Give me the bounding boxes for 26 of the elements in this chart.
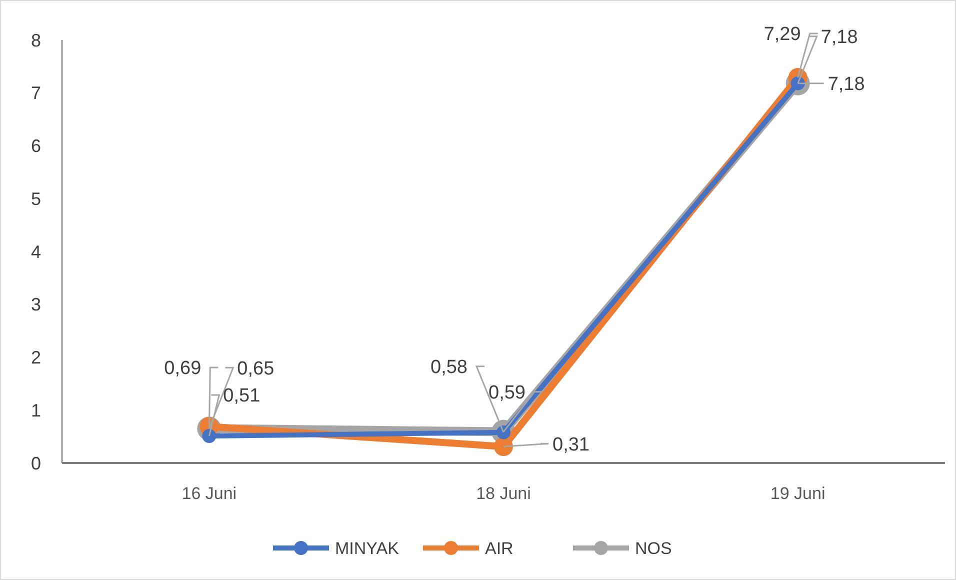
data-label: 0,58 — [430, 356, 468, 378]
legend-label: AIR — [485, 538, 514, 558]
y-tick-label: 0 — [30, 453, 42, 474]
x-tick-label: 18 Juni — [476, 484, 531, 503]
y-tick-label: 3 — [30, 294, 42, 315]
y-tick-label: 8 — [30, 30, 42, 50]
data-label: 7,29 — [764, 24, 801, 46]
y-tick-label: 1 — [30, 400, 42, 420]
data-label: 7,18 — [820, 27, 858, 48]
data-label: 0,51 — [223, 386, 260, 407]
x-tick-label: 19 Juni — [770, 484, 826, 503]
data-label: 0,59 — [488, 382, 526, 404]
legend-label: MINYAK — [335, 538, 400, 558]
y-tick-label: 4 — [30, 242, 42, 262]
data-label: 0,69 — [164, 358, 202, 380]
y-tick-label: 5 — [30, 188, 42, 209]
data-label: 0,31 — [552, 434, 590, 456]
point — [202, 429, 216, 444]
data-label: 0,65 — [237, 358, 274, 380]
point — [494, 437, 513, 456]
legend-label: NOS — [635, 538, 672, 558]
data-label: 7,18 — [828, 74, 865, 96]
y-tick-label: 2 — [30, 348, 42, 368]
x-tick-label: 16 Juni — [182, 484, 237, 503]
y-tick-label: 7 — [30, 83, 42, 104]
y-tick-label: 6 — [30, 136, 42, 156]
